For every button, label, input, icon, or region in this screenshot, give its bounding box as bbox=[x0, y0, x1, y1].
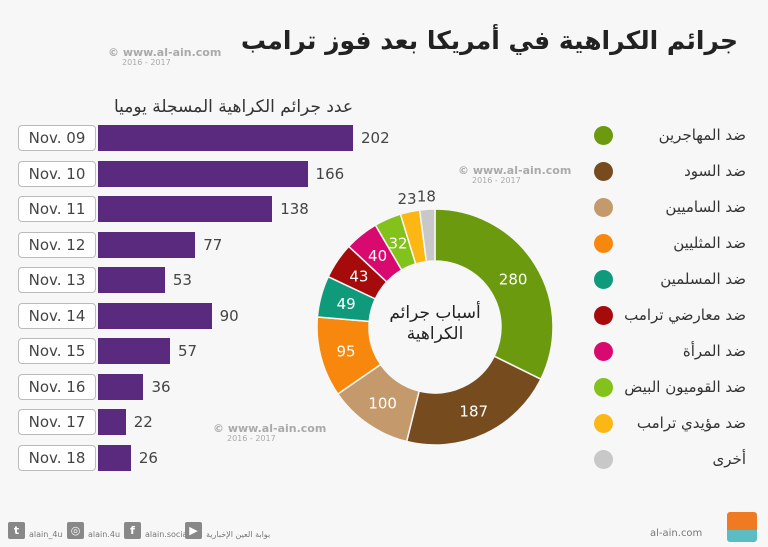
slice-value: 43 bbox=[349, 267, 368, 285]
legend-label: ضد المسلمين bbox=[660, 270, 746, 288]
slice-value: 280 bbox=[499, 270, 528, 288]
legend-label: ضد المثليين bbox=[673, 234, 746, 252]
legend-label: ضد المهاجرين bbox=[658, 126, 746, 144]
legend-swatch bbox=[594, 342, 613, 361]
date-label: Nov. 13 bbox=[18, 267, 96, 293]
bar-value: 166 bbox=[315, 164, 345, 183]
youtube-handle[interactable]: بوابة العين الإخبارية bbox=[206, 530, 271, 539]
bar-value: 36 bbox=[151, 377, 171, 396]
legend-label: ضد السود bbox=[684, 162, 746, 180]
bar-value: 202 bbox=[361, 129, 390, 147]
date-label: Nov. 18 bbox=[18, 444, 96, 471]
donut-slice bbox=[418, 208, 436, 263]
donut-center-title: أسباب جرائم الكراهية bbox=[389, 303, 481, 344]
bar bbox=[98, 373, 144, 400]
slice-value: 18 bbox=[417, 187, 436, 205]
bar bbox=[98, 338, 170, 364]
youtube-icon[interactable]: ▶ bbox=[185, 522, 202, 539]
bar bbox=[98, 196, 273, 222]
legend-label: ضد المرأة bbox=[682, 342, 746, 360]
bar-value: 57 bbox=[177, 342, 198, 360]
slice-value: 187 bbox=[459, 402, 488, 420]
date-label: Nov. 15 bbox=[18, 338, 96, 364]
bar-chart-title: عدد جرائم الكراهية المسجلة يوميا bbox=[113, 97, 353, 117]
legend-swatch bbox=[594, 450, 613, 469]
bar bbox=[98, 160, 308, 187]
bar bbox=[98, 302, 212, 329]
bar bbox=[98, 444, 131, 471]
date-label: Nov. 12 bbox=[18, 231, 96, 258]
date-label: Nov. 11 bbox=[18, 196, 96, 222]
legend-swatch bbox=[594, 126, 613, 145]
facebook-icon[interactable]: f bbox=[124, 522, 141, 539]
bar-value: 26 bbox=[138, 448, 158, 467]
bar-value: 90 bbox=[219, 306, 239, 325]
slice-value: 95 bbox=[337, 343, 356, 361]
legend-swatch bbox=[594, 162, 613, 181]
bar-value: 22 bbox=[133, 413, 153, 431]
date-label: Nov. 10 bbox=[18, 160, 96, 187]
legend-swatch bbox=[594, 234, 613, 253]
al-ain-logo bbox=[727, 512, 757, 542]
legend-label: أخرى bbox=[712, 450, 746, 468]
instagram-icon[interactable]: ◎ bbox=[67, 522, 84, 539]
legend-swatch bbox=[594, 306, 613, 325]
facebook-handle[interactable]: alain.social bbox=[145, 530, 190, 539]
bar-value: 77 bbox=[203, 235, 223, 254]
watermark: © www.al-ain.com 2016 - 2017 bbox=[458, 164, 572, 185]
twitter-icon[interactable]: t bbox=[8, 522, 25, 539]
legend-swatch bbox=[594, 378, 613, 397]
date-label: Nov. 09 bbox=[18, 125, 96, 151]
legend-swatch bbox=[594, 414, 613, 433]
instagram-handle[interactable]: alain.4u bbox=[88, 530, 121, 539]
slice-value: 32 bbox=[389, 235, 408, 253]
legend-label: ضد القوميون البيض bbox=[624, 378, 746, 396]
bar bbox=[98, 409, 126, 435]
date-label: Nov. 16 bbox=[18, 373, 96, 400]
legend-label: ضد معارضي ترامب bbox=[624, 306, 746, 324]
donut-slice bbox=[434, 208, 554, 381]
twitter-handle[interactable]: alain_4u bbox=[29, 530, 63, 539]
watermark: © www.al-ain.com 2016 - 2017 bbox=[108, 46, 222, 67]
legend-label: ضد مؤيدي ترامب bbox=[636, 414, 746, 432]
bar-value: 53 bbox=[172, 271, 192, 289]
donut-slice bbox=[405, 355, 542, 446]
bar-value: 138 bbox=[280, 200, 309, 218]
site-url[interactable]: al-ain.com bbox=[650, 528, 703, 539]
legend-swatch bbox=[594, 270, 613, 289]
slice-value: 100 bbox=[368, 395, 397, 413]
bar bbox=[98, 125, 353, 151]
watermark: © www.al-ain.com 2016 - 2017 bbox=[213, 422, 327, 443]
slice-value: 40 bbox=[368, 247, 387, 265]
legend-swatch bbox=[594, 198, 613, 217]
page-title: جرائم الكراهية في أمريكا بعد فوز ترامب bbox=[240, 26, 738, 55]
legend-label: ضد الساميين bbox=[665, 198, 746, 216]
slice-value: 49 bbox=[337, 295, 356, 313]
bar bbox=[98, 231, 196, 258]
date-label: Nov. 17 bbox=[18, 409, 96, 435]
bar bbox=[98, 267, 165, 293]
slice-value: 23 bbox=[397, 190, 416, 208]
date-label: Nov. 14 bbox=[18, 302, 96, 329]
